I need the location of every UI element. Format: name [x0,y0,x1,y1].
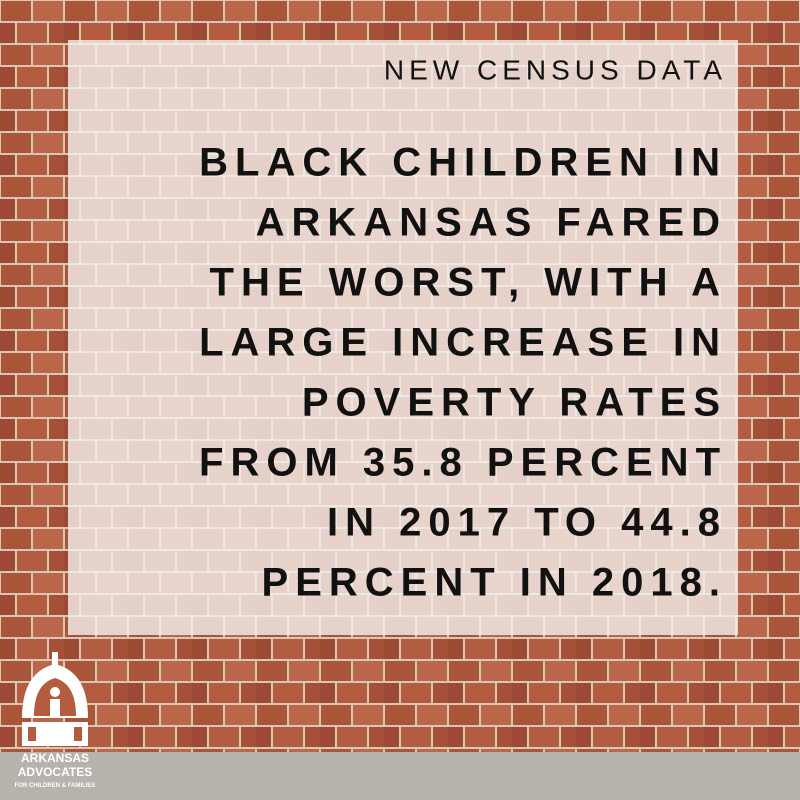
headline-line: ARKANSAS FARED [256,201,727,245]
logo-tagline: FOR CHILDREN & FAMILIES [15,783,96,789]
text-panel [68,40,738,635]
sidewalk [0,752,800,800]
headline-line: LARGE INCREASE IN [199,321,727,365]
logo: ARKANSAS ADVOCATES FOR CHILDREN & FAMILI… [15,652,96,789]
headline-line: THE WORST, WITH A [210,261,727,305]
headline-line: PERCENT IN 2018. [262,561,727,605]
headline-line: POVERTY RATES [302,381,727,425]
logo-name: ADVOCATES [18,765,92,779]
headline-line: IN 2017 TO 44.8 [327,501,727,545]
kicker: NEW CENSUS DATA [384,54,727,85]
headline-line: BLACK CHILDREN IN [199,141,727,185]
logo-name: ARKANSAS [21,751,89,765]
headline-line: FROM 35.8 PERCENT [199,441,727,485]
headline: BLACK CHILDREN IN ARKANSAS FARED THE WORST… [199,141,727,605]
